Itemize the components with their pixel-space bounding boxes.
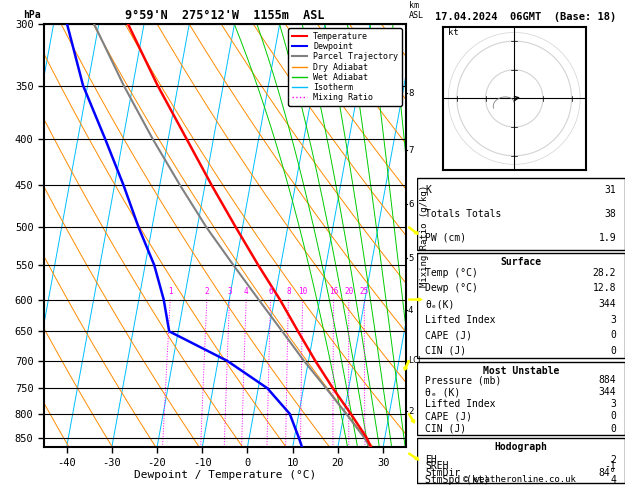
Text: 8: 8 <box>408 89 413 98</box>
Text: Lifted Index: Lifted Index <box>425 399 496 409</box>
Text: 25: 25 <box>360 287 369 296</box>
Text: θₑ (K): θₑ (K) <box>425 387 460 397</box>
Text: 17.04.2024  06GMT  (Base: 18): 17.04.2024 06GMT (Base: 18) <box>435 12 616 22</box>
Text: 12.8: 12.8 <box>593 283 616 294</box>
Text: θₑ(K): θₑ(K) <box>425 299 455 309</box>
Text: Hodograph: Hodograph <box>494 442 547 452</box>
Text: 3: 3 <box>227 287 232 296</box>
Text: 4: 4 <box>610 475 616 485</box>
Text: © weatheronline.co.uk: © weatheronline.co.uk <box>463 474 576 484</box>
Text: 6: 6 <box>408 200 413 209</box>
Text: -1: -1 <box>604 461 616 471</box>
Text: 28.2: 28.2 <box>593 268 616 278</box>
Text: LCL: LCL <box>408 356 423 365</box>
Text: Totals Totals: Totals Totals <box>425 209 502 219</box>
Text: 5: 5 <box>408 254 413 263</box>
Text: 884: 884 <box>599 375 616 385</box>
Text: 8: 8 <box>286 287 291 296</box>
Text: 38: 38 <box>604 209 616 219</box>
Text: 2: 2 <box>408 407 413 416</box>
Text: 0: 0 <box>610 424 616 434</box>
X-axis label: Dewpoint / Temperature (°C): Dewpoint / Temperature (°C) <box>134 470 316 480</box>
Text: 20: 20 <box>344 287 353 296</box>
Text: Pressure (mb): Pressure (mb) <box>425 375 502 385</box>
Text: 4: 4 <box>408 306 413 314</box>
Text: StmDir: StmDir <box>425 468 460 478</box>
Text: 1.9: 1.9 <box>599 233 616 243</box>
Legend: Temperature, Dewpoint, Parcel Trajectory, Dry Adiabat, Wet Adiabat, Isotherm, Mi: Temperature, Dewpoint, Parcel Trajectory… <box>288 29 401 105</box>
Text: Surface: Surface <box>500 258 542 267</box>
Text: 344: 344 <box>599 387 616 397</box>
Text: PW (cm): PW (cm) <box>425 233 467 243</box>
Text: 3: 3 <box>610 399 616 409</box>
Text: 344: 344 <box>599 299 616 309</box>
Text: SREH: SREH <box>425 461 449 471</box>
Text: 4: 4 <box>244 287 248 296</box>
Text: 7: 7 <box>408 146 413 155</box>
Text: CIN (J): CIN (J) <box>425 346 467 356</box>
Text: 84°: 84° <box>599 468 616 478</box>
Text: kt: kt <box>448 28 459 37</box>
Text: 2: 2 <box>610 455 616 465</box>
Text: EH: EH <box>425 455 437 465</box>
Text: 0: 0 <box>610 346 616 356</box>
Text: CAPE (J): CAPE (J) <box>425 412 472 421</box>
Text: 6: 6 <box>268 287 273 296</box>
Text: Dewp (°C): Dewp (°C) <box>425 283 478 294</box>
Text: 31: 31 <box>604 185 616 195</box>
Text: StmSpd (kt): StmSpd (kt) <box>425 475 490 485</box>
Text: 16: 16 <box>329 287 338 296</box>
Text: Temp (°C): Temp (°C) <box>425 268 478 278</box>
Text: 0: 0 <box>610 412 616 421</box>
Text: K: K <box>425 185 431 195</box>
Text: Most Unstable: Most Unstable <box>482 366 559 376</box>
Text: 3: 3 <box>610 314 616 325</box>
Text: km
ASL: km ASL <box>409 0 425 20</box>
Text: 1: 1 <box>168 287 172 296</box>
Text: hPa: hPa <box>23 10 40 20</box>
Text: 2: 2 <box>204 287 209 296</box>
Text: 10: 10 <box>298 287 307 296</box>
Text: 0: 0 <box>610 330 616 340</box>
Text: Lifted Index: Lifted Index <box>425 314 496 325</box>
Text: CAPE (J): CAPE (J) <box>425 330 472 340</box>
Title: 9°59'N  275°12'W  1155m  ASL: 9°59'N 275°12'W 1155m ASL <box>125 9 325 22</box>
Text: Mixing Ratio (g/kg): Mixing Ratio (g/kg) <box>420 185 429 287</box>
Text: CIN (J): CIN (J) <box>425 424 467 434</box>
